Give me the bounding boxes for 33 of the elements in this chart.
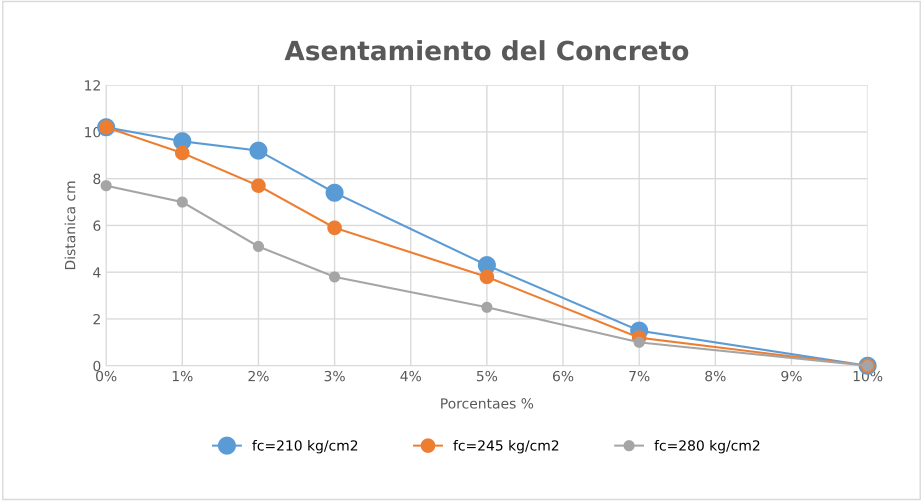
x-tick-label: 3% <box>324 370 345 382</box>
point <box>176 196 188 208</box>
y-tick-label: 2 <box>93 314 100 324</box>
point <box>327 220 342 236</box>
point <box>329 271 340 282</box>
y-axis-title: Distanica cm <box>64 182 76 270</box>
point <box>249 142 268 160</box>
x-tick-label: 9% <box>781 370 802 382</box>
point <box>480 270 494 284</box>
x-tick-label: 2% <box>248 370 269 382</box>
point <box>326 184 344 202</box>
x-tick-label: 0% <box>96 370 116 382</box>
point <box>481 302 492 313</box>
x-tick-label: 5% <box>476 370 498 382</box>
y-tick-label: 4 <box>93 267 101 278</box>
point <box>252 240 264 252</box>
point <box>175 146 190 160</box>
point <box>100 180 112 192</box>
legend-label: fc=280 kg/cm2 <box>654 440 760 454</box>
x-tick-label: 4% <box>400 370 421 382</box>
legend-label: fc=210 kg/cm2 <box>252 440 358 454</box>
x-axis-title: Porcentaes % <box>441 398 534 409</box>
y-tick-label: 6 <box>93 220 100 231</box>
y-tick-label: 0 <box>93 360 100 372</box>
x-tick-label: 8% <box>705 370 726 382</box>
legend-label: fc=245 kg/cm2 <box>453 440 558 454</box>
x-tick-label: 7% <box>629 370 650 382</box>
chart-title: Asentamiento del Concreto <box>284 40 688 61</box>
point <box>251 178 266 193</box>
y-tick-label: 12 <box>85 80 100 90</box>
x-tick-label: 6% <box>552 370 574 382</box>
y-tick-label: 8 <box>93 174 100 184</box>
x-tick-label: 1% <box>172 370 193 382</box>
